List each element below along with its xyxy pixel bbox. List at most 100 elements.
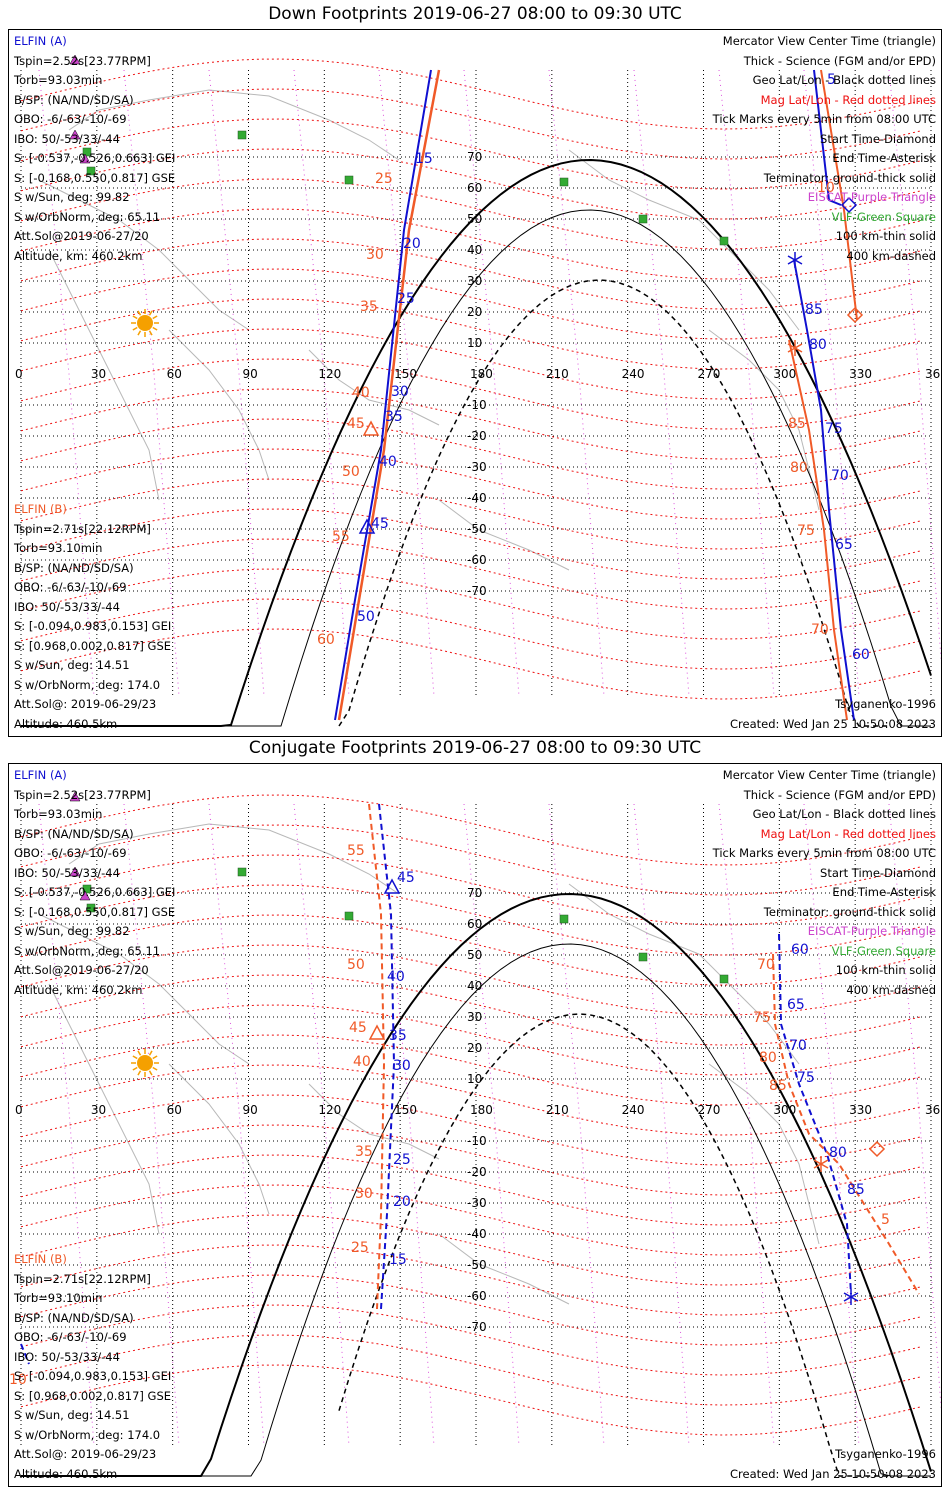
start-diamond-icon [868,1140,886,1158]
lat-tick-label: 10 [467,336,482,350]
vlf-square-icon [559,177,569,187]
track-time-label: 10 [817,180,835,196]
track-time-label: 65 [835,537,853,553]
track-time-label: 20 [403,236,421,252]
sun-ray [132,1066,138,1071]
track-time-label: 70 [811,622,829,638]
mag-lat-line [20,598,922,670]
view-center-triangle-icon [383,878,401,894]
lon-tick-label: 180 [470,367,493,381]
elfin-b-line: IBO: 50/-53/33/-44 [14,1349,120,1364]
track-time-label: 80 [790,460,808,476]
vlf-square-icon [638,214,648,224]
track-time-label: 55 [347,843,365,859]
elfin-b-line: IBO: 50/-53/33/-44 [14,599,120,614]
vlf-square-icon [344,175,354,185]
eiscat-triangle-icon [69,54,81,65]
legend-item: Tick Marks every 5min from 08:00 UTC [712,112,936,126]
track-time-label: 45 [371,516,389,532]
elfin-b-line: S w/OrbNorm, deg: 174.0 [14,677,161,692]
mag-lat-line [20,914,922,986]
track-time-label: 10 [9,1372,27,1388]
elfin-b-line: Tspin=2.71s[22.12RPM] [14,1271,151,1286]
vlf-square-icon [638,952,648,962]
lat-tick-label: 60 [467,181,482,195]
elfin-a-name: ELFIN (A) [14,768,67,782]
elfin-a-line: S: [-0.168,0.550,0.817] GSE [14,170,176,185]
legend-item: EISCAT-Purple Triangle [807,190,936,204]
lat-tick-label: -70 [467,584,487,598]
track-time-label: 65 [787,997,805,1013]
elfin-b-name: ELFIN (B) [14,502,67,516]
elfin-b-name: ELFIN (B) [14,1252,67,1266]
lat-tick-label: -60 [467,553,487,567]
elfin-a-down-track [793,259,855,721]
track-time-label: 30 [391,384,409,400]
track-time-label: 40 [379,454,397,470]
mag-lat-line [20,884,922,956]
lat-tick-label: 50 [467,948,482,962]
mag-lat-line [20,388,922,460]
sun-ray [132,1055,138,1060]
mag-lat-line [20,854,922,926]
track-time-label: 5 [881,1212,890,1228]
elfin-b-line: B/SP: (NA/ND/SD/SA) [14,1310,134,1325]
lon-tick-label: 270 [698,1103,721,1117]
vlf-square-icon [82,147,92,157]
mag-lat-line [20,328,922,400]
lat-tick-label: 30 [467,274,482,288]
coastline [68,89,400,161]
model-footer: Tsyganenko-1996 Created: Wed Jan 25 10:5… [730,1445,936,1484]
track-time-label: 15 [389,1252,407,1268]
view-center-triangle-icon [358,518,376,534]
terminator-400km [338,1013,889,1477]
down-footprints-title: Down Footprints 2019-06-27 08:00 to 09:3… [268,4,682,24]
elfin-a-line: Altitude, km: 460.2km [14,248,143,263]
coastline [68,823,400,895]
terminator-100km [21,209,931,727]
view-center-triangle-icon [368,1024,386,1040]
vlf-square-icon [86,903,96,913]
legend-item: 400 km-dashed [846,982,936,997]
elfin-a-line: S: [-0.537,-0.526,0.663] GEI [14,151,176,165]
elfin-b-line: Altitude: 460.5km [14,1466,118,1481]
mag-lat-line [20,418,922,490]
created-timestamp: Created: Wed Jan 25 10:50:08 2023 [729,1466,936,1481]
track-time-label: 80 [759,1050,777,1066]
track-time-label: 35 [355,1144,373,1160]
track-time-label: 70 [757,957,775,973]
vlf-square-icon [86,166,96,176]
lon-tick-label: 0 [15,1103,23,1117]
eiscat-triangle-icon [69,129,81,140]
track-time-label: 35 [385,409,403,425]
mag-lat-line [20,1094,922,1166]
elfin-a-conj-track [20,1343,30,1365]
track-time-label: 45 [349,1020,367,1036]
track-time-label: 25 [393,1152,411,1168]
elfin-a-line: S w/OrbNorm, deg: 65.11 [14,209,161,224]
track-time-label: 15 [415,151,433,167]
terminator-100km [21,943,931,1477]
lat-tick-label: -50 [467,522,487,536]
mag-lat-line [20,58,922,130]
elfin-a-info: ELFIN (A) Tspin=2.52s[23.77RPM] Torb=93.… [14,766,175,1000]
legend-item: VLF-Green Square [831,943,936,958]
legend-item: Mag Lat/Lon - Red dotted lines [760,826,936,841]
lon-tick-label: 60 [167,1103,182,1117]
lon-tick-label: 210 [546,367,569,381]
mag-lat-line [20,148,922,220]
elfin-a-line: IBO: 50/-53/33/-44 [14,865,120,880]
elfin-a-line: Att.Sol@2019-06-27/20 [14,229,149,243]
lon-tick-label: 330 [849,367,872,381]
elfin-b-info: ELFIN (B) Tspin=2.71s[22.12RPM] Torb=93.… [14,1250,171,1484]
lon-tick-label: 120 [318,1103,341,1117]
mag-lon-line [208,803,265,1447]
mag-lat-line [20,824,922,896]
elfin-b-line: Tspin=2.71s[22.12RPM] [14,521,151,536]
lat-tick-label: 40 [467,979,482,993]
mag-lon-line [548,803,605,1447]
coastline [38,913,250,1065]
legend-item: 400 km-dashed [846,248,936,263]
track-time-label: 70 [789,1038,807,1054]
legend-item: Terminator: ground-thick solid [763,904,936,919]
